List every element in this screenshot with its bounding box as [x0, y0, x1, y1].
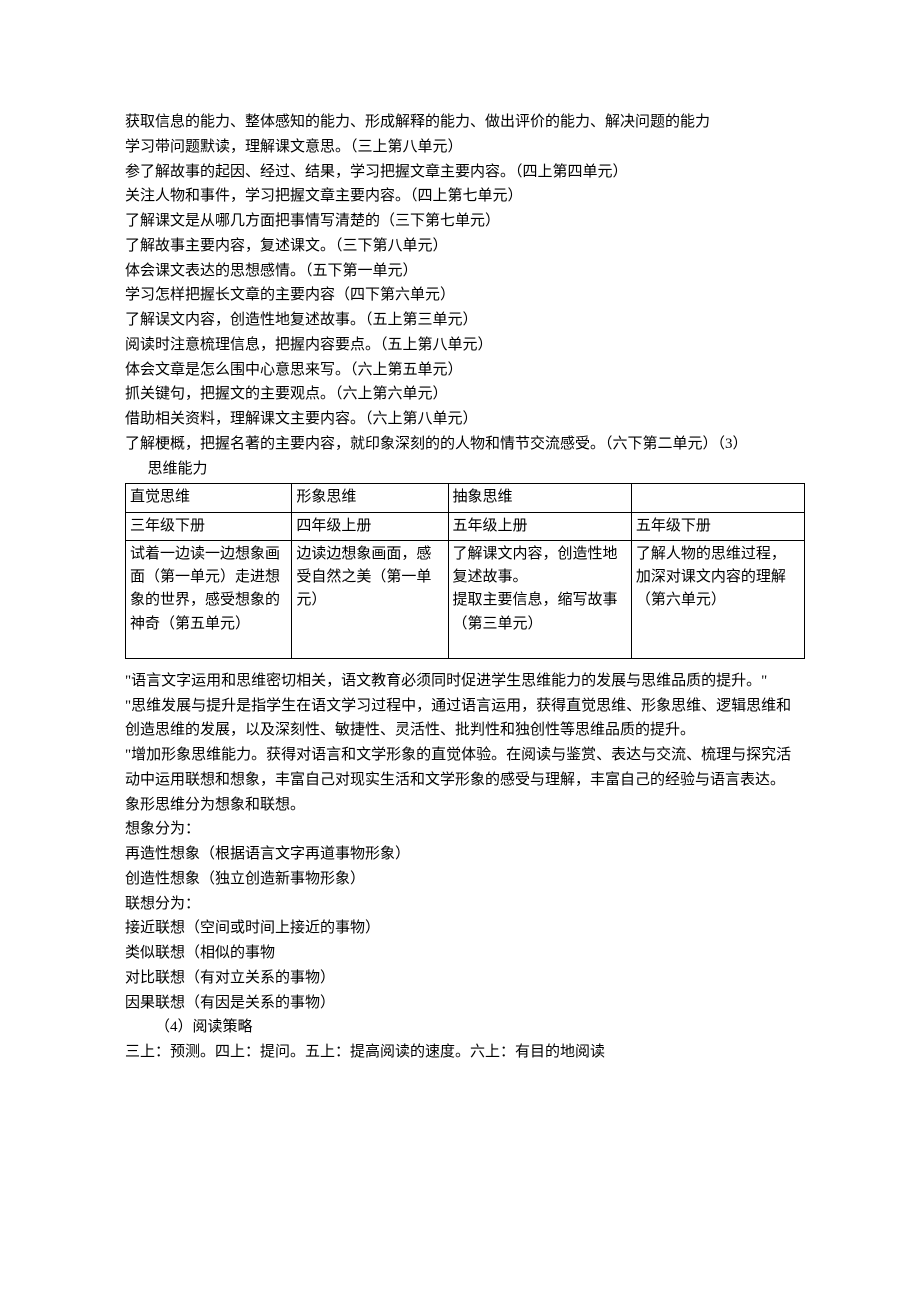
table-cell: 三年级下册 [126, 512, 292, 540]
text-line: "增加形象思维能力。获得对语言和文学形象的直觉体验。在阅读与鉴赏、表达与交流、梳… [125, 743, 805, 793]
text-line: 联想分为： [125, 892, 805, 917]
table-cell [631, 484, 804, 512]
text-line: 借助相关资料，理解课文主要内容。（六上第八单元） [125, 407, 805, 432]
text-line: 类似联想（相似的事物 [125, 941, 805, 966]
text-line: 关注人物和事件，学习把握文章主要内容。（四上第七单元） [125, 184, 805, 209]
table-cell: 边读边想象画面，感受自然之美（第一单元） [292, 540, 448, 658]
text-line: 想象分为： [125, 817, 805, 842]
table-row: 直觉思维 形象思维 抽象思维 [126, 484, 805, 512]
table-cell: 形象思维 [292, 484, 448, 512]
table-row: 试着一边读一边想象画面（第一单元）走进想象的世界，感受想象的神奇（第五单元） 边… [126, 540, 805, 658]
text-line: 学习带问题默读，理解课文意思。（三上第八单元） [125, 135, 805, 160]
section-heading: （4）阅读策略 [125, 1015, 805, 1040]
text-line: 体会文章是怎么围中心意思来写。（六上第五单元） [125, 358, 805, 383]
text-line: 三上：预测。四上：提问。五上：提高阅读的速度。六上：有目的地阅读 [125, 1040, 805, 1065]
table-cell: 五年级下册 [631, 512, 804, 540]
table-cell: 五年级上册 [448, 512, 631, 540]
text-line: 因果联想（有因是关系的事物） [125, 991, 805, 1016]
document-page: 获取信息的能力、整体感知的能力、形成解释的能力、做出评价的能力、解决问题的能力 … [0, 0, 920, 1301]
text-line: 了解故事主要内容，复述课文。（三下第八单元） [125, 234, 805, 259]
section-heading: 思维能力 [125, 457, 805, 482]
thinking-table: 直觉思维 形象思维 抽象思维 三年级下册 四年级上册 五年级上册 五年级下册 试… [125, 483, 805, 659]
text-line: 体会课文表达的思想感情。（五下第一单元） [125, 259, 805, 284]
text-line: 对比联想（有对立关系的事物） [125, 966, 805, 991]
text-line: 创造性想象（独立创造新事物形象） [125, 867, 805, 892]
table-cell: 试着一边读一边想象画面（第一单元）走进想象的世界，感受想象的神奇（第五单元） [126, 540, 292, 658]
text-line: 了解误文内容，创造性地复述故事。（五上第三单元） [125, 308, 805, 333]
bottom-block: "语言文字运用和思维密切相关，语文教育必须同时促进学生思维能力的发展与思维品质的… [125, 669, 805, 1016]
table-cell: 四年级上册 [292, 512, 448, 540]
text-line: "思维发展与提升是指学生在语文学习过程中，通过语言运用，获得直觉思维、形象思维、… [125, 694, 805, 744]
table-cell: 抽象思维 [448, 484, 631, 512]
top-block: 获取信息的能力、整体感知的能力、形成解释的能力、做出评价的能力、解决问题的能力 … [125, 110, 805, 457]
text-line: 了解梗概，把握名著的主要内容，就印象深刻的的人物和情节交流感受。（六下第二单元）… [125, 432, 805, 457]
text-line: 学习怎样把握长文章的主要内容（四下第六单元） [125, 283, 805, 308]
table-cell: 了解课文内容，创造性地复述故事。提取主要信息，缩写故事（第三单元） [448, 540, 631, 658]
text-line: 再造性想象（根据语言文字再道事物形象） [125, 842, 805, 867]
text-line: 了解课文是从哪几方面把事情写清楚的（三下第七单元） [125, 209, 805, 234]
text-line: 象形思维分为想象和联想。 [125, 793, 805, 818]
text-line: "语言文字运用和思维密切相关，语文教育必须同时促进学生思维能力的发展与思维品质的… [125, 669, 805, 694]
table-cell: 直觉思维 [126, 484, 292, 512]
text-line: 阅读时注意梳理信息，把握内容要点。（五上第八单元） [125, 333, 805, 358]
text-line: 获取信息的能力、整体感知的能力、形成解释的能力、做出评价的能力、解决问题的能力 [125, 110, 805, 135]
table-row: 三年级下册 四年级上册 五年级上册 五年级下册 [126, 512, 805, 540]
text-line: 抓关键句，把握文的主要观点。（六上第六单元） [125, 382, 805, 407]
table-cell: 了解人物的思维过程，加深对课文内容的理解（第六单元） [631, 540, 804, 658]
text-line: 接近联想（空间或时间上接近的事物） [125, 916, 805, 941]
text-line: 参了解故事的起因、经过、结果，学习把握文章主要内容。（四上第四单元） [125, 160, 805, 185]
